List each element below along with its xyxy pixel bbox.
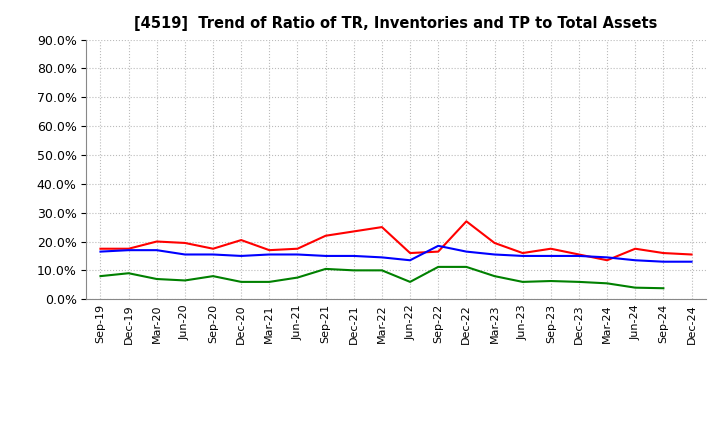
Trade Receivables — [406, 250, 415, 256]
Inventories — [181, 252, 189, 257]
Trade Payables — [153, 276, 161, 282]
Line: Inventories: Inventories — [101, 246, 691, 262]
Inventories — [96, 249, 105, 254]
Trade Payables — [490, 274, 499, 279]
Inventories — [546, 253, 555, 259]
Trade Payables — [125, 271, 133, 276]
Trade Receivables — [518, 250, 527, 256]
Inventories — [406, 258, 415, 263]
Trade Receivables — [659, 250, 667, 256]
Trade Payables — [96, 274, 105, 279]
Inventories — [462, 249, 471, 254]
Inventories — [321, 253, 330, 259]
Trade Payables — [462, 264, 471, 270]
Trade Payables — [237, 279, 246, 285]
Trade Payables — [321, 266, 330, 271]
Trade Receivables — [349, 229, 358, 234]
Inventories — [209, 252, 217, 257]
Trade Payables — [659, 286, 667, 291]
Trade Receivables — [377, 224, 386, 230]
Inventories — [575, 253, 583, 259]
Inventories — [603, 255, 611, 260]
Trade Receivables — [237, 238, 246, 243]
Trade Receivables — [125, 246, 133, 251]
Inventories — [434, 243, 443, 249]
Trade Receivables — [631, 246, 639, 251]
Trade Payables — [518, 279, 527, 285]
Trade Receivables — [321, 233, 330, 238]
Inventories — [659, 259, 667, 264]
Inventories — [237, 253, 246, 259]
Trade Receivables — [490, 240, 499, 246]
Trade Payables — [377, 268, 386, 273]
Trade Receivables — [96, 246, 105, 251]
Inventories — [349, 253, 358, 259]
Trade Receivables — [434, 249, 443, 254]
Trade Payables — [406, 279, 415, 285]
Line: Trade Payables: Trade Payables — [101, 267, 663, 288]
Inventories — [490, 252, 499, 257]
Inventories — [125, 248, 133, 253]
Trade Payables — [603, 281, 611, 286]
Inventories — [631, 258, 639, 263]
Trade Receivables — [546, 246, 555, 251]
Trade Receivables — [603, 258, 611, 263]
Trade Receivables — [687, 252, 696, 257]
Trade Payables — [181, 278, 189, 283]
Trade Payables — [209, 274, 217, 279]
Line: Trade Receivables: Trade Receivables — [101, 221, 691, 260]
Inventories — [518, 253, 527, 259]
Trade Payables — [546, 279, 555, 284]
Inventories — [265, 252, 274, 257]
Trade Receivables — [462, 219, 471, 224]
Trade Payables — [631, 285, 639, 290]
Trade Payables — [434, 264, 443, 270]
Title: [4519]  Trend of Ratio of TR, Inventories and TP to Total Assets: [4519] Trend of Ratio of TR, Inventories… — [135, 16, 657, 32]
Trade Receivables — [293, 246, 302, 251]
Trade Receivables — [181, 240, 189, 246]
Inventories — [377, 255, 386, 260]
Inventories — [153, 248, 161, 253]
Trade Receivables — [575, 252, 583, 257]
Trade Payables — [293, 275, 302, 280]
Inventories — [687, 259, 696, 264]
Trade Receivables — [153, 239, 161, 244]
Trade Payables — [265, 279, 274, 285]
Trade Receivables — [265, 248, 274, 253]
Trade Payables — [575, 279, 583, 285]
Trade Receivables — [209, 246, 217, 251]
Inventories — [293, 252, 302, 257]
Trade Payables — [349, 268, 358, 273]
